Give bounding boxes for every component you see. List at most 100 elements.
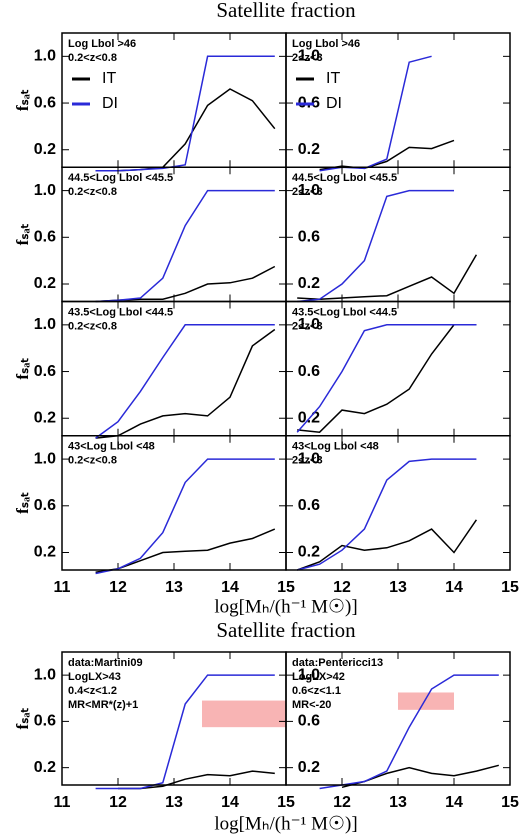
x-tick-label: 15 bbox=[501, 794, 519, 811]
panel-label: LogLX>42 bbox=[292, 671, 345, 683]
y-tick-label: 1.0 bbox=[298, 450, 320, 467]
y-tick-label: 0.6 bbox=[298, 497, 320, 514]
y-tick-label: 0.6 bbox=[34, 229, 56, 246]
y-axis-label: fₛₐₜ bbox=[13, 358, 32, 380]
series-line bbox=[95, 328, 276, 439]
panel-label: 0.2<z<0.8 bbox=[68, 455, 117, 467]
y-tick-label: 0.2 bbox=[298, 544, 320, 561]
x-tick-label: 13 bbox=[165, 579, 183, 596]
y-tick-label: 1.0 bbox=[34, 666, 56, 683]
panel-label: Log Lbol >46 bbox=[68, 38, 136, 50]
panel-label: Log Lbol >46 bbox=[292, 38, 360, 50]
series-line bbox=[118, 770, 275, 790]
series-line bbox=[296, 519, 478, 571]
x-axis-label: log[Mₕ/(h⁻¹ M☉)] bbox=[214, 813, 357, 834]
panel-label: 0.4<z<1.2 bbox=[68, 685, 117, 697]
y-tick-label: 0.6 bbox=[298, 229, 320, 246]
series-line bbox=[296, 324, 477, 433]
y-tick-label: 0.2 bbox=[34, 544, 56, 561]
panel-label: MR<-20 bbox=[292, 699, 331, 711]
y-axis-label: fₛₐₜ bbox=[13, 492, 32, 514]
y-tick-label: 1.0 bbox=[34, 316, 56, 333]
y-tick-label: 1.0 bbox=[34, 182, 56, 199]
y-tick-label: 1.0 bbox=[298, 666, 320, 683]
y-tick-label: 0.2 bbox=[34, 275, 56, 292]
y-tick-label: 0.2 bbox=[34, 141, 56, 158]
x-tick-label: 14 bbox=[221, 794, 239, 811]
x-tick-label: 13 bbox=[389, 794, 407, 811]
x-tick-label: 15 bbox=[277, 794, 295, 811]
panel-label: 0.2<z<0.8 bbox=[68, 52, 117, 64]
y-tick-label: 0.6 bbox=[34, 94, 56, 111]
panel-label: data:Martini09 bbox=[68, 657, 143, 669]
x-tick-label: 15 bbox=[501, 579, 519, 596]
series-line bbox=[95, 265, 276, 303]
data-band bbox=[398, 692, 454, 710]
panel-label: 2<z<3 bbox=[292, 455, 323, 467]
y-axis-label: fₛₐₜ bbox=[13, 708, 32, 730]
panel-label: 43.5<Log Lbol <44.5 bbox=[292, 306, 397, 318]
x-tick-label: 13 bbox=[389, 579, 407, 596]
panel-label: 43<Log Lbol <48 bbox=[292, 441, 379, 453]
series-line bbox=[297, 189, 454, 303]
y-tick-label: 0.6 bbox=[34, 713, 56, 730]
series-line bbox=[95, 528, 276, 574]
series-line bbox=[95, 324, 275, 439]
series-line bbox=[341, 764, 499, 789]
legend-label: IT bbox=[326, 70, 340, 87]
y-axis-label: fₛₐₜ bbox=[13, 223, 32, 245]
x-tick-label: 14 bbox=[221, 579, 239, 596]
y-tick-label: 1.0 bbox=[298, 316, 320, 333]
chart-title: Satellite fraction bbox=[216, 0, 356, 22]
x-axis-label: log[Mₕ/(h⁻¹ M☉)] bbox=[214, 596, 357, 617]
y-tick-label: 1.0 bbox=[34, 450, 56, 467]
y-tick-label: 0.6 bbox=[298, 363, 320, 380]
panel-label: MR<MR*(z)+1 bbox=[68, 699, 138, 711]
y-tick-label: 0.6 bbox=[34, 497, 56, 514]
x-tick-label: 13 bbox=[165, 794, 183, 811]
y-tick-label: 1.0 bbox=[34, 48, 56, 65]
y-tick-label: 0.2 bbox=[298, 275, 320, 292]
series-line bbox=[95, 55, 275, 172]
panel-label: 44.5<Log Lbol <45.5 bbox=[292, 172, 397, 184]
panel-label: 2<z<3 bbox=[292, 186, 323, 198]
y-tick-label: 1.0 bbox=[298, 182, 320, 199]
x-tick-label: 14 bbox=[445, 794, 463, 811]
x-tick-label: 11 bbox=[54, 579, 71, 596]
panel-label: 2<z<3 bbox=[292, 52, 323, 64]
series-line bbox=[297, 324, 477, 433]
panel-label: 43.5<Log Lbol <44.5 bbox=[68, 306, 173, 318]
panel-label: LogLX>43 bbox=[68, 671, 121, 683]
panel-label: 44.5<Log Lbol <45.5 bbox=[68, 172, 173, 184]
panel-label: 0.6<z<1.1 bbox=[292, 685, 341, 697]
y-tick-label: 0.2 bbox=[34, 759, 56, 776]
series-line bbox=[319, 139, 455, 171]
y-tick-label: 0.2 bbox=[34, 409, 56, 426]
y-tick-label: 0.6 bbox=[298, 713, 320, 730]
series-line bbox=[95, 88, 276, 172]
panel-frame bbox=[285, 651, 511, 786]
panel-label: 2<z<3 bbox=[292, 320, 323, 332]
panel-label: 0.2<z<0.8 bbox=[68, 186, 117, 198]
data-band bbox=[202, 700, 286, 728]
series-line bbox=[95, 674, 275, 790]
y-tick-label: 0.2 bbox=[298, 141, 320, 158]
y-tick-label: 1.0 bbox=[298, 48, 320, 65]
x-tick-label: 12 bbox=[109, 794, 127, 811]
series-line bbox=[95, 189, 275, 303]
x-tick-label: 11 bbox=[54, 794, 71, 811]
legend-label: IT bbox=[102, 70, 116, 87]
x-tick-label: 12 bbox=[109, 579, 127, 596]
legend-label: DI bbox=[102, 95, 118, 112]
series-line bbox=[95, 458, 275, 575]
y-tick-label: 0.2 bbox=[298, 759, 320, 776]
legend-label: DI bbox=[326, 95, 342, 112]
x-tick-label: 12 bbox=[333, 794, 351, 811]
x-tick-label: 14 bbox=[445, 579, 463, 596]
x-tick-label: 12 bbox=[333, 579, 351, 596]
y-axis-label: fₛₐₜ bbox=[13, 89, 32, 111]
series-line bbox=[297, 254, 478, 300]
panel-frame bbox=[285, 435, 511, 571]
y-tick-label: 0.6 bbox=[34, 363, 56, 380]
